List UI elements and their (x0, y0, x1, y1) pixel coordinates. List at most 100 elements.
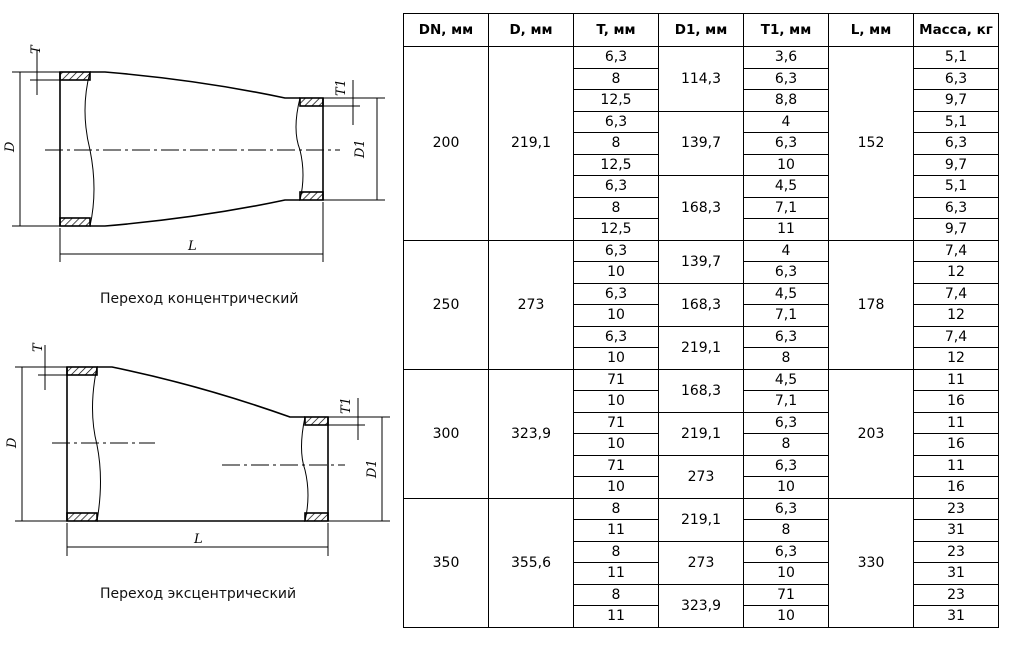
cell-t1: 6,3 (743, 454, 829, 477)
table-row: 12,5 8,8 9,7 (404, 89, 999, 112)
concentric-label-d: D (3, 141, 18, 153)
cell-t: 71 (573, 454, 659, 477)
cell-mass: 5,1 (913, 110, 999, 133)
cell-t1: 10 (743, 562, 829, 585)
cell-d: 273 (488, 239, 574, 370)
table-row: 10 8 16 (404, 433, 999, 456)
cell-dn: 300 (403, 368, 489, 499)
table-row: 300 323,9 71 168,3 4,5 203 11 (403, 368, 999, 499)
cell-t: 8 (573, 583, 659, 606)
table-row: 6,3 168,3 4,5 5,1 (404, 175, 999, 241)
cell-t: 6,3 (573, 325, 659, 348)
cell-t1: 6,3 (743, 411, 829, 434)
cell-mass: 5,1 (913, 175, 999, 198)
cell-t: 10 (573, 433, 659, 456)
column-header-mass: Масса, кг (913, 13, 999, 47)
cell-mass: 7,4 (913, 239, 999, 262)
cell-mass: 31 (913, 562, 999, 585)
cell-t1: 8 (743, 519, 829, 542)
cell-d1: 114,3 (658, 46, 744, 112)
cell-t: 10 (573, 304, 659, 327)
cell-d1: 323,9 (658, 583, 744, 628)
cell-t: 8 (573, 497, 659, 520)
cell-t1: 7,1 (743, 390, 829, 413)
reducer-drawings: D T D1 T1 L D T D (3, 44, 390, 556)
cell-d1: 139,7 (658, 239, 744, 284)
table-row: 250 273 6,3 139,7 4 178 7,4 (403, 239, 999, 370)
cell-d: 323,9 (488, 368, 574, 499)
table-row: 10 7,1 16 (404, 390, 999, 413)
cell-t1: 4,5 (743, 175, 829, 198)
cell-d1: 219,1 (658, 325, 744, 370)
cell-t1: 6,3 (743, 540, 829, 563)
cell-mass: 31 (913, 519, 999, 542)
cell-mass: 9,7 (913, 218, 999, 241)
cell-mass: 6,3 (913, 67, 999, 90)
cell-t1: 7,1 (743, 304, 829, 327)
eccentric-reducer-drawing (15, 345, 390, 556)
cell-mass: 23 (913, 497, 999, 520)
cell-d1: 139,7 (658, 110, 744, 176)
cell-l: 203 (828, 368, 914, 499)
cell-mass: 5,1 (913, 46, 999, 69)
cell-t: 10 (573, 347, 659, 370)
cell-t1: 11 (743, 218, 829, 241)
cell-t1: 6,3 (743, 132, 829, 155)
column-header-d: D, мм (488, 13, 574, 47)
cell-t1: 6,3 (743, 325, 829, 348)
cell-mass: 23 (913, 583, 999, 606)
cell-t: 11 (573, 562, 659, 585)
cell-t1: 4,5 (743, 282, 829, 305)
cell-mass: 7,4 (913, 282, 999, 305)
cell-d1: 219,1 (658, 411, 744, 456)
cell-t: 8 (573, 132, 659, 155)
cell-t1: 6,3 (743, 261, 829, 284)
cell-t: 6,3 (573, 46, 659, 69)
cell-mass: 9,7 (913, 89, 999, 112)
table-row: 200 219,1 6,3 114,3 3,6 152 5,1 (403, 46, 999, 241)
cell-mass: 6,3 (913, 196, 999, 219)
cell-d: 219,1 (488, 46, 574, 241)
cell-d1: 168,3 (658, 175, 744, 241)
cell-d: 355,6 (488, 497, 574, 628)
cell-t1: 10 (743, 605, 829, 628)
eccentric-label-t1: T1 (339, 397, 354, 414)
cell-t1: 7,1 (743, 196, 829, 219)
cell-t1: 6,3 (743, 67, 829, 90)
cell-t: 71 (573, 368, 659, 391)
table-row: 11 10 31 (404, 605, 999, 628)
cell-t1: 4,5 (743, 368, 829, 391)
cell-mass: 16 (913, 433, 999, 456)
cell-t1: 4 (743, 239, 829, 262)
cell-t: 6,3 (573, 282, 659, 305)
cell-d1: 273 (658, 540, 744, 585)
cell-l: 330 (828, 497, 914, 628)
cell-mass: 12 (913, 347, 999, 370)
cell-t1: 10 (743, 153, 829, 176)
table-row: 350 355,6 8 219,1 6,3 330 23 (403, 497, 999, 628)
column-header-d1: D1, мм (658, 13, 744, 47)
cell-mass: 6,3 (913, 132, 999, 155)
cell-t: 11 (573, 519, 659, 542)
cell-d1: 168,3 (658, 368, 744, 413)
cell-t1: 3,6 (743, 46, 829, 69)
concentric-label-t: T (29, 44, 44, 54)
cell-t1: 6,3 (743, 497, 829, 520)
concentric-label-l: L (187, 239, 197, 254)
cell-t: 12,5 (573, 153, 659, 176)
column-header-dn: DN, мм (403, 13, 489, 47)
eccentric-label-l: L (193, 532, 203, 547)
cell-dn: 250 (403, 239, 489, 370)
cell-mass: 12 (913, 304, 999, 327)
cell-dn: 350 (403, 497, 489, 628)
concentric-label-t1: T1 (334, 79, 349, 96)
table-row: 71 219,1 6,3 11 (404, 411, 999, 456)
cell-t: 11 (573, 605, 659, 628)
cell-mass: 11 (913, 454, 999, 477)
table-row: 8 323,9 71 23 (404, 583, 999, 628)
eccentric-label-d: D (5, 437, 20, 449)
cell-t: 6,3 (573, 239, 659, 262)
column-header-l: L, мм (828, 13, 914, 47)
cell-d1: 273 (658, 454, 744, 499)
cell-d1: 168,3 (658, 282, 744, 327)
